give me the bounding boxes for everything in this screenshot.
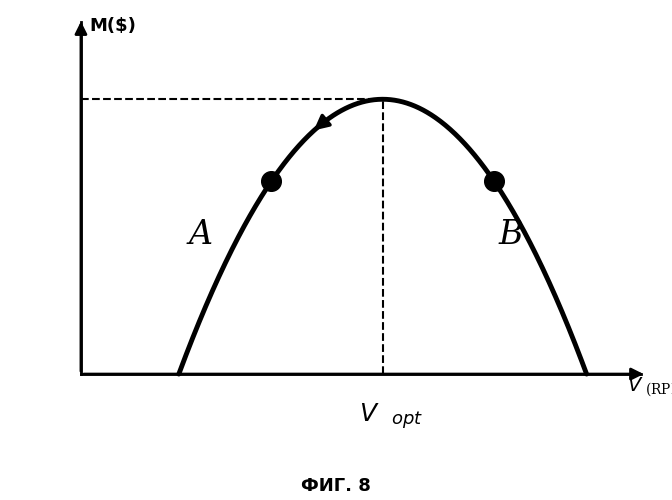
Text: $\mathregular{(RPK)}$: $\mathregular{(RPK)}$ <box>645 380 672 398</box>
Point <box>266 178 277 186</box>
Text: $\mathit{V}$: $\mathit{V}$ <box>628 376 644 394</box>
Text: B: B <box>498 219 523 251</box>
Text: $\mathit{V}$: $\mathit{V}$ <box>360 402 380 425</box>
Text: $\mathit{opt}$: $\mathit{opt}$ <box>391 409 423 430</box>
Text: ФИГ. 8: ФИГ. 8 <box>301 477 371 495</box>
Text: M($): M($) <box>89 17 136 35</box>
Point <box>489 178 499 186</box>
Text: A: A <box>189 219 212 251</box>
